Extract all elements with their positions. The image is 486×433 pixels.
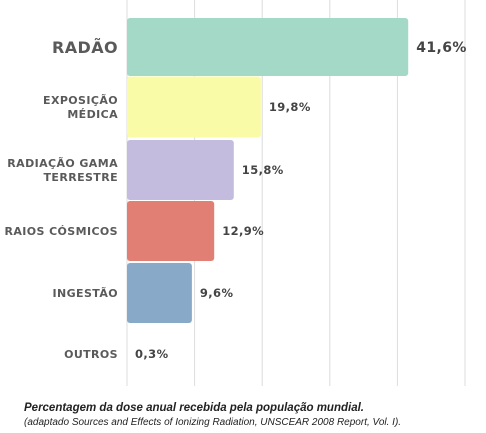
labels: RADÃO 41,6% EXPOSIÇÃO MÉDICA 19,8% RADIAÇÃO G… <box>4 38 466 361</box>
bar <box>127 76 261 138</box>
value-label: 12,9% <box>222 224 264 238</box>
value-label: 41,6% <box>416 40 467 56</box>
category-label-line: RAIOS CÓSMICOS <box>4 225 118 238</box>
bar <box>127 18 409 76</box>
category-label-line: RADIAÇÃO GAMA <box>7 157 118 170</box>
category-label-line: INGESTÃO <box>53 287 118 300</box>
bar <box>127 140 234 200</box>
bar <box>127 263 192 323</box>
bars <box>127 18 409 323</box>
category-label-line: MÉDICA <box>67 108 118 121</box>
category-label: INGESTÃO <box>53 287 118 300</box>
category-label: EXPOSIÇÃO MÉDICA <box>43 94 118 121</box>
category-label: RAIOS CÓSMICOS <box>4 225 118 238</box>
category-label: OUTROS <box>64 348 118 361</box>
value-label: 9,6% <box>200 286 234 300</box>
category-label-line: TERRESTRE <box>44 171 118 184</box>
caption-source: (adaptado Sources and Effects of Ionizin… <box>24 417 402 428</box>
value-label: 0,3% <box>135 347 169 361</box>
value-label: 15,8% <box>242 163 284 177</box>
category-label-line: OUTROS <box>64 348 118 361</box>
radiation-dose-bar-chart: RADÃO 41,6% EXPOSIÇÃO MÉDICA 19,8% RADIAÇÃO G… <box>4 0 466 386</box>
category-label-line: RADÃO <box>52 38 118 57</box>
bar <box>127 201 215 261</box>
value-label: 19,8% <box>269 100 311 114</box>
category-label-line: EXPOSIÇÃO <box>43 94 118 107</box>
category-label: RADIAÇÃO GAMA TERRESTRE <box>7 157 118 184</box>
caption-title: Percentagem da dose anual recebida pela … <box>24 402 364 414</box>
category-label: RADÃO <box>52 38 118 57</box>
